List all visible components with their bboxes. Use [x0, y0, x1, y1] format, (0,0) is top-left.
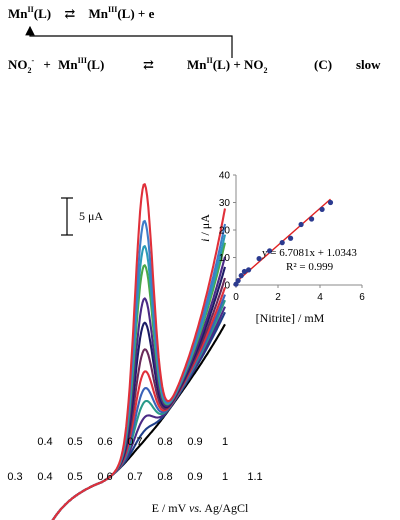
inset-y-tick-label: 10	[219, 253, 231, 264]
calibration-point	[241, 268, 247, 275]
ox-state: III	[78, 56, 87, 65]
inset-x-tick-label: 4	[317, 292, 323, 303]
axis-mark-label: 0.6	[97, 436, 112, 448]
calibration-point	[309, 216, 315, 222]
inset-x-tick-label: 0	[233, 292, 239, 303]
reaction-2-arrows: ⇄	[143, 57, 154, 72]
inset-y-tick-label: 0	[224, 281, 230, 292]
calibration-point	[267, 248, 273, 254]
x-tick-label: 0.9	[187, 471, 202, 483]
calibration-point	[235, 278, 241, 284]
ox-state: II	[207, 56, 213, 65]
products: (L) + NO	[213, 57, 264, 72]
calibration-inset: 0 10 20 30 40 0 2 4 6	[219, 171, 365, 304]
inset-x-axis-label: [Nitrite] / mM	[256, 311, 325, 325]
inset-y-tick-label: 20	[219, 226, 231, 237]
x-tick-label: 0.4	[37, 471, 52, 483]
axis-mark-label: 0.8	[157, 436, 172, 448]
calibration-point	[238, 273, 244, 279]
catalytic-cycle-arrow	[25, 25, 233, 58]
scale-bar-label: 5 μA	[79, 209, 103, 223]
mn-iii-label: Mn	[88, 6, 108, 21]
calibration-point	[298, 221, 304, 228]
voltammogram-series-13	[51, 183, 227, 520]
reaction-1: MnII(L) ⇄ MnIII(L) + e	[8, 5, 155, 21]
reaction-scheme: MnII(L) ⇄ MnIII(L) + e NO2- + MnIII(L) ⇄…	[8, 5, 381, 75]
nitrite-charge: -	[32, 56, 35, 65]
equilibrium-arrows: ⇄	[64, 6, 75, 21]
nitrite-sub: 2	[28, 66, 32, 75]
main-x-axis: 0.4 0.5 0.6 0.7 0.8 0.9 1 0.3 0.4 0.5 0.6 0.7 0.8 0.9…	[7, 436, 262, 483]
main-x-axis-label: E / mV vs. Ag/AgCl	[152, 501, 249, 515]
inset-y-tick-label: 40	[219, 171, 231, 182]
reaction-2-products: MnII(L) + NO2	[187, 56, 267, 75]
current-scale-bar: 5 μA	[61, 197, 103, 236]
calibration-point	[327, 199, 334, 206]
axis-mark-label: 1	[222, 436, 228, 448]
axis-mark-label: 0.7	[127, 436, 142, 448]
axis-mark-label: 0.9	[187, 436, 202, 448]
x-tick-label: 0.5	[67, 471, 82, 483]
calibration-point	[246, 267, 252, 273]
calibration-point	[319, 206, 325, 212]
inset-x-tick-label: 2	[275, 292, 281, 303]
no2-sub: 2	[263, 66, 267, 75]
plus: +	[43, 57, 50, 72]
x-tick-label: 0.3	[7, 471, 22, 483]
fit-equation: y = 6.7081x + 1.0343	[262, 247, 357, 259]
x-tick-label: 0.6	[97, 471, 112, 483]
calibration-point	[256, 256, 262, 262]
calibration-point	[288, 235, 294, 241]
x-tick-label: 0.8	[157, 471, 172, 483]
x-tick-label: 1.1	[247, 471, 262, 483]
step-label: (C)	[314, 57, 332, 72]
rate-label: slow	[356, 57, 381, 72]
ox-state: III	[108, 5, 117, 14]
inset-y-axis-label: i / μA	[198, 214, 212, 242]
ligand: (L)	[34, 6, 51, 21]
mn-ii-label: Mn	[8, 6, 28, 21]
fit-r-squared: R² = 0.999	[286, 261, 334, 273]
inset-plot-area	[236, 175, 362, 285]
x-tick-label: 0.7	[127, 471, 142, 483]
voltammogram-curves	[51, 183, 227, 520]
reaction-2: NO2- + MnIII(L)	[8, 51, 104, 75]
axis-mark-label: 0.4	[37, 436, 52, 448]
inset-x-tick-label: 6	[359, 292, 365, 303]
nitrite: NO	[8, 57, 28, 72]
x-tick-label: 1	[222, 471, 228, 483]
ox-state: II	[28, 5, 34, 14]
products: (L) + e	[117, 6, 154, 21]
mn-ii-label: Mn	[187, 57, 207, 72]
inset-y-tick-label: 30	[219, 198, 231, 209]
ligand: (L)	[87, 57, 104, 72]
calibration-point	[279, 240, 285, 246]
mn-iii-label: Mn	[58, 57, 78, 72]
axis-mark-label: 0.5	[67, 436, 82, 448]
